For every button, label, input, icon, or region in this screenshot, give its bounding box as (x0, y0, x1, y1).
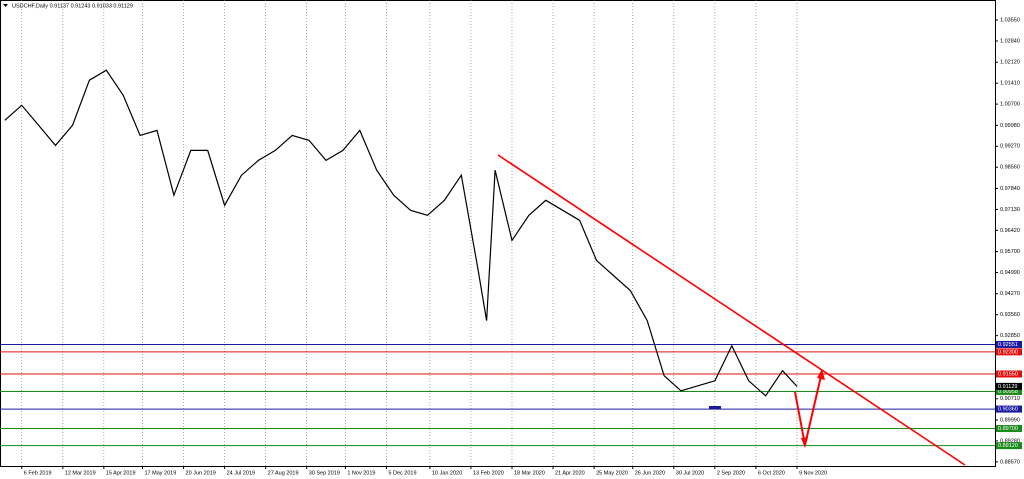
level-label: 0.92300 (998, 349, 1018, 355)
x-tick-label: 10 Jan 2020 (432, 470, 462, 476)
x-tick-label: 17 May 2019 (144, 470, 176, 476)
y-tick-label: 0.93560 (1000, 312, 1020, 318)
x-tick-label: 1 Nov 2019 (347, 470, 375, 476)
x-tick-label: 6 Feb 2019 (24, 470, 52, 476)
y-tick-label: 0.99270 (1000, 144, 1020, 150)
level-box (996, 340, 1022, 348)
level-box (996, 370, 1022, 378)
y-tick-label: 0.97840 (1000, 186, 1020, 192)
y-tick-label: 0.98560 (1000, 165, 1020, 171)
chart-title: USDCHF,Daily 0.91137 0.91243 0.91033 0.9… (12, 3, 133, 9)
x-tick-label: 15 Apr 2019 (106, 470, 136, 476)
arrow-head (817, 369, 825, 380)
x-tick-label: 6 Oct 2020 (758, 470, 785, 476)
x-tick-label: 2 Sep 2020 (717, 470, 745, 476)
level-box (996, 425, 1022, 433)
y-tick-label: 1.02840 (1000, 38, 1020, 44)
x-tick-label: 5 Dec 2019 (388, 470, 416, 476)
y-tick-label: 0.89280 (1000, 438, 1020, 444)
y-tick-label: 0.92850 (1000, 333, 1020, 339)
y-tick-label: 0.90710 (1000, 396, 1020, 402)
level-label: 0.89120 (998, 443, 1018, 449)
x-tick-label: 20 Jun 2019 (186, 470, 216, 476)
plot-frame (0, 0, 996, 467)
y-tick-label: 0.89990 (1000, 417, 1020, 423)
price-box (996, 382, 1022, 390)
level-label: 0.89700 (998, 426, 1018, 432)
level-box (996, 387, 1022, 395)
trendline (497, 154, 966, 466)
level-label: 0.92551 (998, 342, 1018, 348)
x-tick-label: 24 Jul 2019 (227, 470, 255, 476)
x-tick-label: 9 Nov 2020 (799, 470, 827, 476)
x-tick-label: 30 Jul 2020 (676, 470, 704, 476)
level-box (996, 405, 1022, 413)
axes: 6 Feb 2019 12 Mar 2019 15 Apr 2019 17 May 2… (21, 18, 1022, 476)
levels (0, 343, 995, 447)
level-label: 0.90360 (998, 407, 1018, 413)
x-tick-label: 21 Apr 2020 (555, 470, 585, 476)
series (4, 69, 798, 397)
x-tick-label: 30 Sep 2019 (309, 470, 340, 476)
x-tick-label: 12 Mar 2019 (65, 470, 96, 476)
x-tick-label: 25 May 2020 (596, 470, 628, 476)
y-tick-label: 1.03550 (1000, 18, 1020, 24)
y-tick-label: 1.00700 (1000, 102, 1020, 108)
x-tick-label: 13 Feb 2020 (473, 470, 504, 476)
level-label: 0.91550 (998, 371, 1018, 377)
y-tick-label: 0.95700 (1000, 249, 1020, 255)
x-tick-label: 27 Aug 2019 (268, 470, 299, 476)
y-tick-label: 0.99980 (1000, 123, 1020, 129)
y-tick-label: 0.94270 (1000, 291, 1020, 297)
x-tick-label: 26 Jun 2020 (635, 470, 665, 476)
y-tick-label: 0.96420 (1000, 228, 1020, 234)
y-tick-label: 1.02120 (1000, 60, 1020, 66)
price-label: 0.91129 (998, 384, 1017, 390)
menu-icon (3, 4, 8, 7)
marker (709, 406, 721, 409)
level-box (996, 348, 1022, 356)
arrow-head (801, 437, 808, 448)
y-tick-label: 1.01410 (1000, 81, 1020, 87)
y-tick-label: 0.88570 (1000, 459, 1020, 465)
y-tick-label: 0.97130 (1000, 207, 1020, 213)
price-line (4, 69, 798, 397)
level-label: 0.90958 (998, 389, 1018, 395)
level-box (996, 442, 1022, 450)
y-tick-label: 0.94990 (1000, 270, 1020, 276)
x-tick-label: 18 Mar 2020 (514, 470, 545, 476)
